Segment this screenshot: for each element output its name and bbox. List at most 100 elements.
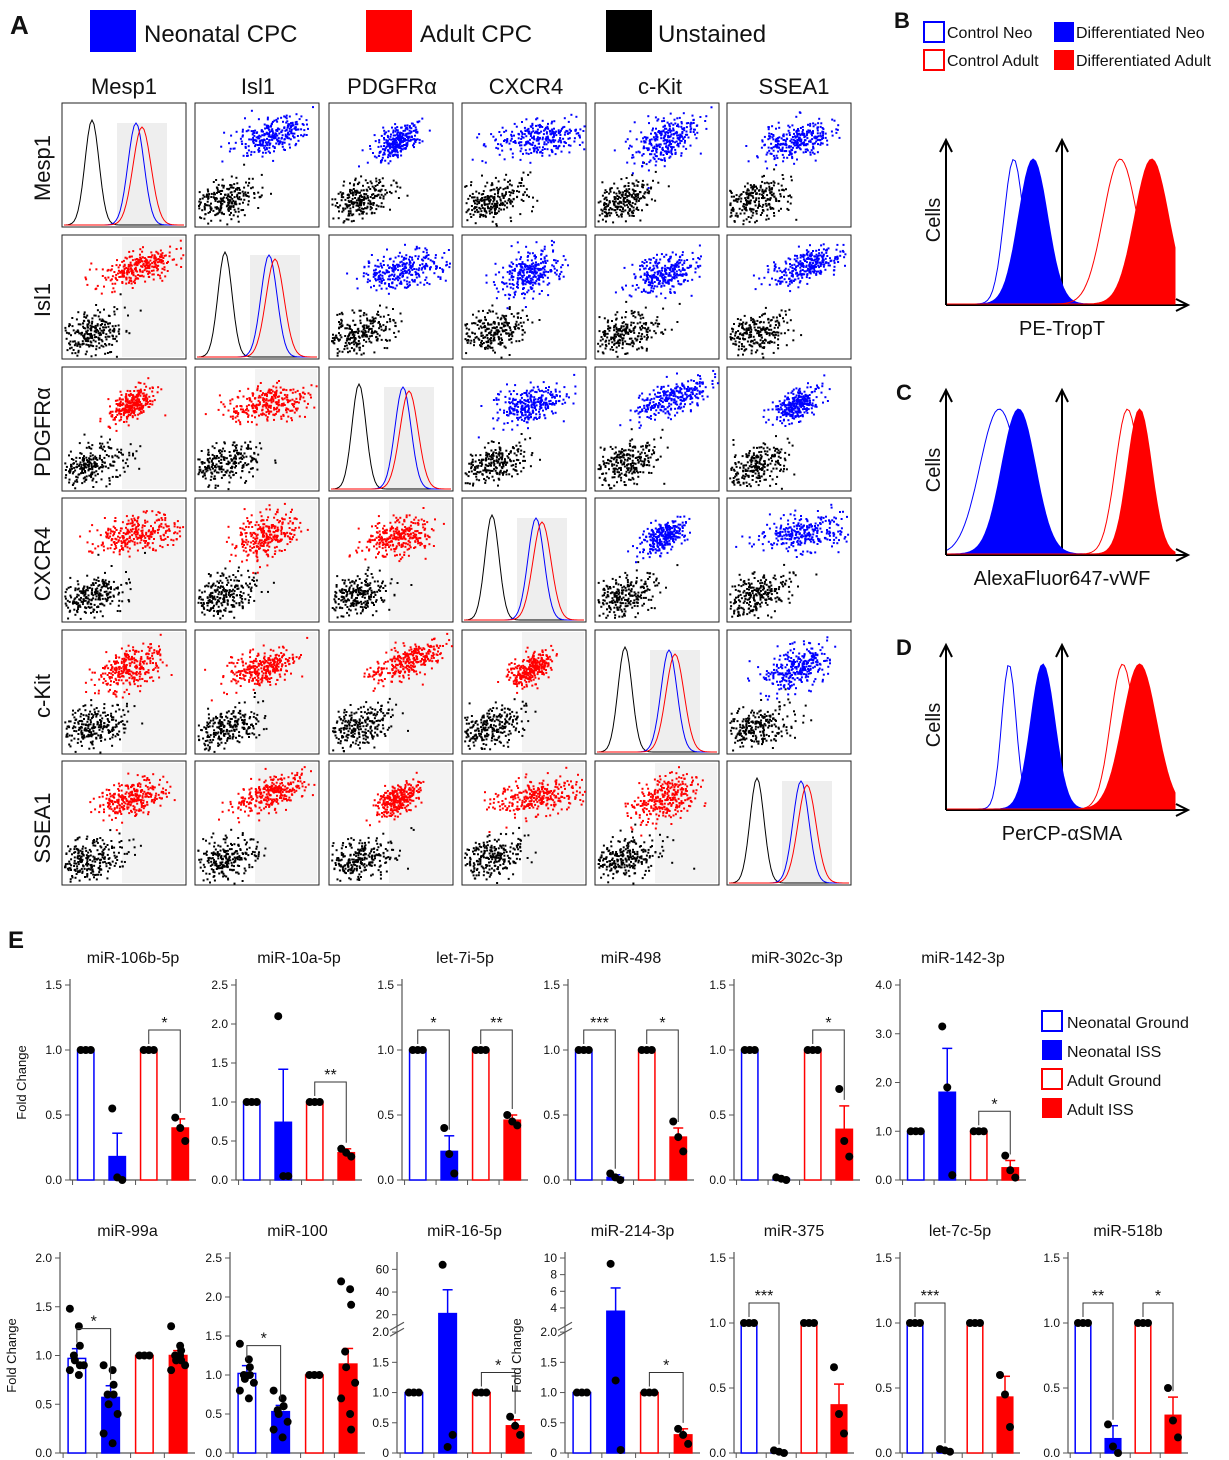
event-dot-unstained xyxy=(617,195,620,198)
event-dot-neonatal xyxy=(421,263,424,266)
event-dot-neonatal xyxy=(639,268,641,271)
event-dot-unstained xyxy=(399,186,402,189)
event-dot-unstained xyxy=(375,204,378,207)
event-dot-unstained xyxy=(235,188,237,191)
event-dot-neonatal xyxy=(634,288,637,291)
event-dot-neonatal xyxy=(826,139,829,142)
event-dot-neonatal xyxy=(531,122,534,125)
event-dot-unstained xyxy=(625,326,628,329)
event-dot-neonatal xyxy=(535,131,538,134)
event-dot-unstained xyxy=(732,199,735,202)
event-dot-neonatal xyxy=(414,255,417,258)
event-dot-unstained xyxy=(621,339,624,342)
event-dot-unstained xyxy=(106,352,109,354)
event-dot-adult xyxy=(163,254,166,257)
event-dot-unstained xyxy=(206,188,209,191)
event-dot-neonatal xyxy=(788,154,791,156)
event-dot-neonatal xyxy=(520,268,523,271)
event-dot-neonatal xyxy=(366,281,369,284)
event-dot-unstained xyxy=(502,197,505,199)
legend-neonatal-swatch xyxy=(90,10,136,52)
event-dot-unstained xyxy=(227,209,230,212)
event-dot-neonatal xyxy=(523,274,526,277)
event-dot-neonatal xyxy=(568,151,571,154)
event-dot-neonatal xyxy=(532,137,535,140)
event-dot-neonatal xyxy=(661,159,664,162)
event-dot-unstained xyxy=(487,323,490,326)
event-dot-unstained xyxy=(781,174,784,176)
event-dot-unstained xyxy=(613,325,616,327)
event-dot-unstained xyxy=(369,196,372,198)
event-dot-unstained xyxy=(217,207,220,210)
event-dot-unstained xyxy=(762,195,764,197)
event-dot-adult xyxy=(147,265,150,268)
event-dot-neonatal xyxy=(835,131,838,134)
event-dot-neonatal xyxy=(819,134,822,137)
event-dot-neonatal xyxy=(407,132,409,135)
event-dot-neonatal xyxy=(678,274,681,277)
event-dot-adult xyxy=(159,249,162,252)
event-dot-unstained xyxy=(84,339,87,342)
event-dot-neonatal xyxy=(375,272,377,275)
event-dot-adult xyxy=(125,257,128,260)
event-dot-neonatal xyxy=(433,261,436,264)
event-dot-unstained xyxy=(364,335,367,338)
event-dot-unstained xyxy=(226,195,229,198)
event-dot-unstained xyxy=(627,182,630,185)
event-dot-unstained xyxy=(759,214,762,216)
event-dot-unstained xyxy=(97,315,100,318)
event-dot-unstained xyxy=(603,331,606,334)
event-dot-neonatal xyxy=(570,129,572,132)
event-dot-unstained xyxy=(239,192,242,195)
event-dot-neonatal xyxy=(517,251,520,254)
event-dot-unstained xyxy=(624,323,627,326)
event-dot-unstained xyxy=(610,338,613,341)
event-dot-unstained xyxy=(613,333,616,336)
event-dot-neonatal xyxy=(534,282,537,284)
event-dot-neonatal xyxy=(531,124,534,127)
event-dot-unstained xyxy=(502,188,505,191)
event-dot-unstained xyxy=(633,327,636,329)
event-dot-unstained xyxy=(605,220,607,223)
event-dot-neonatal xyxy=(285,135,288,138)
event-dot-unstained xyxy=(631,214,634,217)
event-dot-neonatal xyxy=(361,149,364,152)
event-dot-unstained xyxy=(484,326,487,329)
event-dot-unstained xyxy=(632,182,635,185)
event-dot-neonatal xyxy=(541,273,543,276)
event-dot-neonatal xyxy=(542,271,545,274)
event-dot-neonatal xyxy=(653,281,656,283)
event-dot-neonatal xyxy=(221,160,224,163)
event-dot-neonatal xyxy=(657,272,660,274)
row-label-isl1: Isl1 xyxy=(30,283,55,317)
event-dot-unstained xyxy=(498,330,501,333)
event-dot-unstained xyxy=(471,332,474,335)
event-dot-neonatal xyxy=(282,120,284,123)
event-dot-neonatal xyxy=(266,126,269,129)
event-dot-unstained xyxy=(478,320,481,323)
event-dot-unstained xyxy=(503,345,506,348)
event-dot-neonatal xyxy=(424,257,427,260)
event-dot-neonatal xyxy=(408,126,411,129)
event-dot-unstained xyxy=(475,190,478,193)
event-dot-unstained xyxy=(348,332,351,335)
event-dot-unstained xyxy=(112,337,115,340)
event-dot-neonatal xyxy=(795,141,797,144)
event-dot-neonatal xyxy=(434,254,437,257)
event-dot-neonatal xyxy=(521,270,524,273)
event-dot-neonatal xyxy=(649,266,652,269)
event-dot-unstained xyxy=(357,182,360,185)
event-dot-unstained xyxy=(769,207,772,210)
event-dot-neonatal xyxy=(405,271,408,274)
event-dot-neonatal xyxy=(506,285,509,288)
event-dot-neonatal xyxy=(664,297,667,300)
event-dot-unstained xyxy=(786,200,789,203)
event-dot-neonatal xyxy=(263,146,266,149)
event-dot-neonatal xyxy=(281,134,284,137)
event-dot-unstained xyxy=(600,208,603,211)
event-dot-neonatal xyxy=(271,136,274,139)
event-dot-unstained xyxy=(379,304,381,307)
event-dot-neonatal xyxy=(768,149,771,152)
event-dot-unstained xyxy=(662,332,665,335)
event-dot-neonatal xyxy=(547,271,550,273)
